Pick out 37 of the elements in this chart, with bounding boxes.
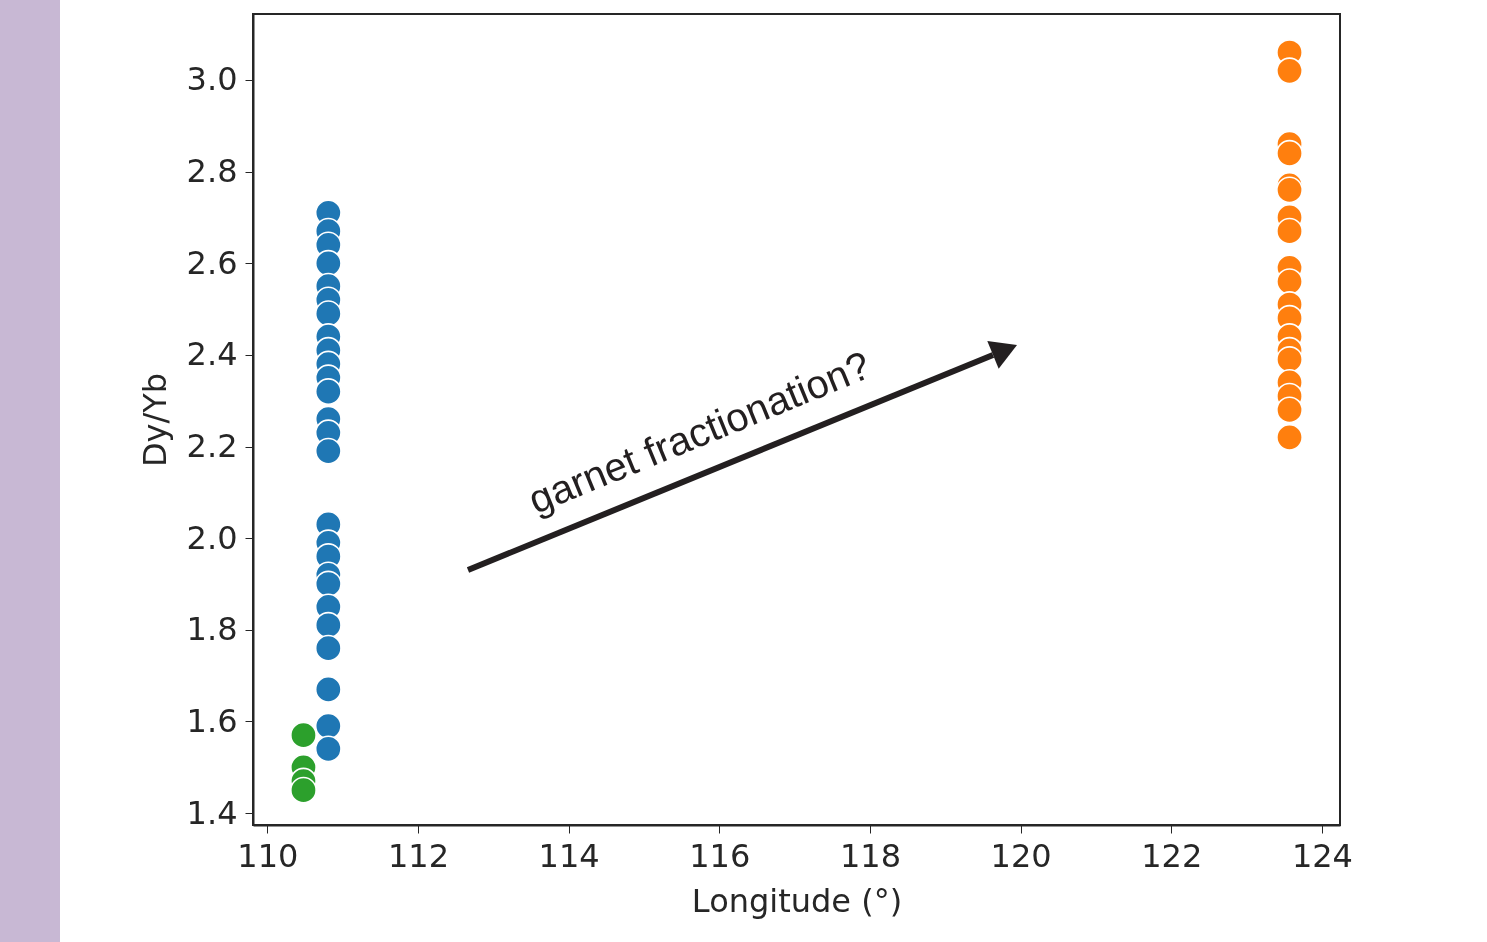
x-tick-label: 114 — [538, 836, 600, 875]
y-tick-label: 1.8 — [186, 610, 238, 649]
y-tick-label: 2.4 — [186, 335, 238, 374]
x-tick-label: 112 — [387, 836, 450, 875]
point — [314, 634, 342, 662]
y-tick-label: 1.4 — [186, 793, 238, 832]
y-tick-label: 2.0 — [186, 518, 238, 557]
y-axis-title: Dy/Yb — [135, 372, 174, 468]
x-tick-label: 120 — [990, 836, 1052, 875]
x-tick-label: 116 — [689, 836, 751, 875]
y-tick-label: 2.8 — [186, 152, 238, 191]
point — [314, 712, 342, 740]
point — [290, 776, 317, 804]
point — [314, 675, 342, 703]
y-tick-label: 1.6 — [186, 701, 238, 740]
x-tick-label: 118 — [839, 836, 901, 875]
x-tick-label: 122 — [1141, 836, 1203, 875]
point — [314, 249, 342, 277]
y-tick-label: 2.2 — [186, 427, 238, 466]
x-tick-label: 124 — [1291, 836, 1353, 875]
point — [314, 611, 342, 639]
point — [290, 721, 317, 749]
x-tick-label: 110 — [237, 836, 299, 875]
point — [1276, 396, 1303, 424]
point — [314, 378, 342, 405]
point — [1276, 346, 1303, 373]
point — [1276, 139, 1303, 167]
point — [1276, 423, 1303, 451]
point — [314, 437, 342, 465]
point — [1276, 217, 1303, 245]
point — [1276, 57, 1303, 85]
y-tick-label: 2.6 — [186, 243, 238, 282]
x-axis-title: Longitude (°) — [691, 881, 903, 920]
y-tick-label: 3.0 — [186, 60, 238, 99]
point — [314, 570, 342, 598]
point — [1276, 176, 1303, 204]
point — [314, 735, 342, 763]
